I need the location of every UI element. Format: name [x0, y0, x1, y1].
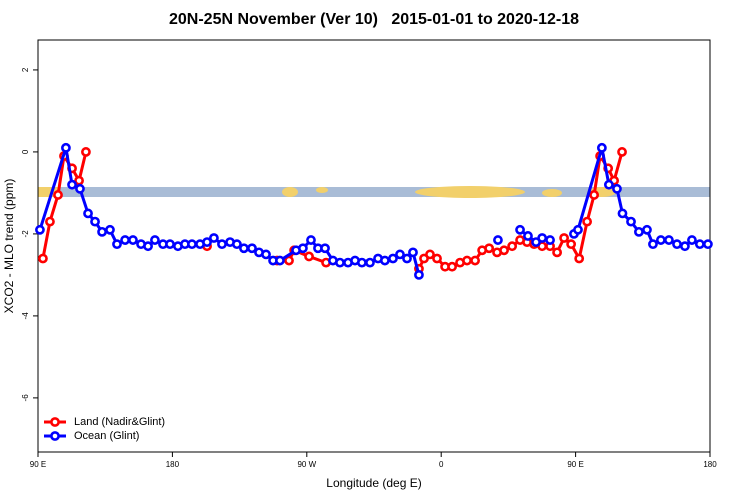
series-line — [41, 151, 624, 270]
data-point — [617, 208, 628, 219]
data-point — [120, 235, 130, 245]
x-tick-label: 90 E — [567, 460, 583, 469]
data-point — [275, 255, 285, 266]
data-point — [545, 235, 555, 245]
data-point — [507, 241, 518, 252]
data-point — [395, 249, 405, 260]
data-point — [499, 245, 509, 256]
x-tick-label: 0 — [439, 460, 444, 469]
data-point — [53, 190, 63, 200]
data-point — [35, 224, 45, 235]
legend-marker — [50, 417, 60, 427]
data-point — [202, 237, 212, 248]
data-point — [617, 147, 627, 157]
data-point — [247, 243, 257, 254]
data-point — [462, 255, 472, 266]
data-point — [574, 253, 585, 264]
x-tick-label: 90 W — [297, 460, 316, 469]
data-point — [634, 226, 644, 237]
data-point — [672, 239, 682, 250]
data-point — [128, 235, 138, 245]
data-point — [537, 233, 548, 243]
data-point — [402, 253, 412, 264]
data-point — [687, 235, 697, 245]
data-point — [655, 235, 666, 245]
data-point — [187, 239, 197, 250]
data-point — [143, 241, 153, 252]
data-point — [447, 261, 458, 272]
data-point — [589, 190, 600, 200]
x-tick-label: 90 E — [30, 460, 46, 469]
x-axis-label: Longitude (deg E) — [326, 476, 421, 490]
data-point — [232, 239, 242, 250]
data-point — [408, 247, 418, 258]
data-point — [298, 243, 308, 254]
y-tick-label: 0 — [21, 149, 30, 154]
data-point — [484, 243, 495, 254]
data-point — [97, 226, 107, 237]
data-point — [306, 235, 316, 245]
data-point — [703, 239, 713, 250]
data-point — [112, 239, 122, 250]
data-point — [165, 239, 175, 250]
data-point — [566, 239, 577, 250]
y-tick-label: 2 — [21, 67, 30, 72]
data-point — [284, 255, 294, 266]
legend-label: Ocean (Glint) — [74, 430, 139, 442]
data-point — [626, 216, 636, 227]
data-point — [217, 239, 227, 250]
data-point — [150, 235, 160, 245]
data-point — [596, 142, 607, 153]
data-point — [67, 179, 77, 190]
y-tick-label: -2 — [21, 230, 30, 238]
data-point — [694, 239, 705, 250]
data-point — [680, 241, 690, 252]
data-point — [304, 251, 314, 262]
data-point — [470, 255, 480, 266]
y-axis-label: XCO2 - MLO trend (ppm) — [2, 179, 16, 314]
data-point — [642, 224, 652, 235]
data-point — [493, 235, 503, 245]
data-point — [105, 224, 115, 235]
data-point — [75, 183, 85, 194]
data-point — [365, 257, 375, 268]
data-point — [388, 253, 398, 264]
data-point — [604, 179, 614, 190]
chart-title: 20N-25N November (Ver 10) 2015-01-01 to … — [169, 11, 579, 28]
y-tick-label: -6 — [21, 394, 30, 402]
data-point — [261, 249, 271, 260]
data-point — [83, 208, 93, 219]
data-point — [90, 216, 100, 227]
data-point — [648, 239, 658, 250]
data-point — [523, 231, 533, 241]
legend-label: Land (Nadir&Glint) — [74, 416, 165, 428]
data-point — [45, 216, 55, 227]
data-point — [239, 243, 249, 254]
data-point — [380, 255, 390, 266]
data-point — [61, 142, 71, 153]
data-point — [515, 224, 525, 235]
data-point — [552, 247, 562, 258]
data-point — [209, 233, 219, 243]
data-point — [425, 249, 435, 260]
data-point — [81, 147, 91, 157]
data-point — [559, 233, 570, 243]
x-tick-label: 180 — [703, 460, 717, 469]
data-point — [38, 253, 48, 264]
data-point — [320, 243, 330, 254]
data-point — [414, 270, 424, 280]
legend-marker — [50, 431, 60, 441]
data-point — [432, 253, 442, 264]
data-point — [612, 183, 622, 194]
data-point — [573, 224, 583, 235]
y-tick-label: -4 — [21, 312, 30, 320]
x-tick-label: 180 — [166, 460, 180, 469]
data-point — [664, 235, 674, 245]
data-point — [582, 216, 592, 227]
data-point — [335, 257, 345, 268]
data-point — [357, 257, 367, 268]
